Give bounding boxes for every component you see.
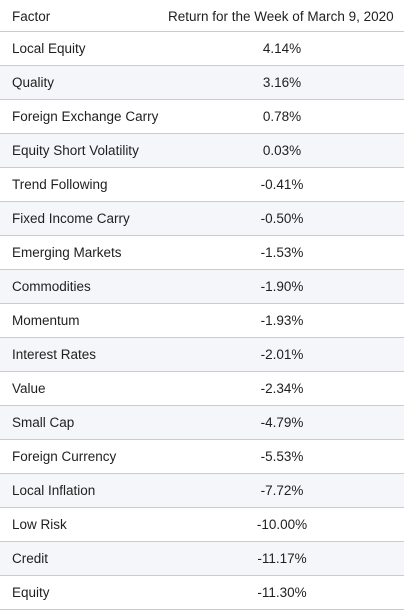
factor-cell: Local Equity [12,41,86,56]
table-header-row: Factor Return for the Week of March 9, 2… [0,0,404,32]
return-cell: -11.17% [257,551,307,566]
return-cell: -11.30% [257,585,307,600]
factor-cell: Fixed Income Carry [12,211,130,226]
return-cell: -4.79% [260,415,304,430]
return-cell: -2.01% [260,347,304,362]
header-return: Return for the Week of March 9, 2020 [168,8,394,24]
factor-cell: Value [12,381,46,396]
factor-cell: Local Inflation [12,483,96,498]
factor-cell: Equity [12,585,50,600]
table-row: Local Equity 4.14% [0,32,404,66]
return-cell: -1.53% [260,245,304,260]
return-cell: 4.14% [262,41,302,56]
factor-cell: Emerging Markets [12,245,122,260]
table-row: Momentum -1.93% [0,304,404,338]
factor-cell: Commodities [12,279,91,294]
factor-cell: Trend Following [12,177,108,192]
header-factor: Factor [12,8,51,24]
return-cell: -5.53% [260,449,304,464]
return-cell: 3.16% [262,75,302,90]
return-cell: -1.90% [260,279,304,294]
factor-cell: Momentum [12,313,80,328]
table-row: Emerging Markets -1.53% [0,236,404,270]
return-cell: -0.41% [260,177,304,192]
table-row: Local Inflation -7.72% [0,474,404,508]
factor-cell: Quality [12,75,55,90]
return-cell: -0.50% [260,211,304,226]
return-cell: 0.78% [262,109,302,124]
return-cell: -2.34% [260,381,304,396]
table-row: Commodities -1.90% [0,270,404,304]
factor-cell: Small Cap [12,415,75,430]
table-row: Fixed Income Carry -0.50% [0,202,404,236]
factor-cell: Interest Rates [12,347,97,362]
return-cell: 0.03% [262,143,302,158]
factor-cell: Equity Short Volatility [12,143,139,158]
table-row: Small Cap -4.79% [0,406,404,440]
table-row: Trend Following -0.41% [0,168,404,202]
table-row: Credit -11.17% [0,542,404,576]
table-row: Interest Rates -2.01% [0,338,404,372]
table-body: Local Equity 4.14% Quality 3.16% Foreign Exc… [0,32,404,610]
factor-cell: Low Risk [12,517,67,532]
return-cell: -1.93% [260,313,304,328]
table-row: Foreign Currency -5.53% [0,440,404,474]
table-row: Foreign Exchange Carry 0.78% [0,100,404,134]
table-row: Value -2.34% [0,372,404,406]
table-row: Low Risk -10.00% [0,508,404,542]
factor-cell: Credit [12,551,49,566]
factor-cell: Foreign Currency [12,449,117,464]
table-row: Equity Short Volatility 0.03% [0,134,404,168]
table-row: Quality 3.16% [0,66,404,100]
return-cell: -7.72% [260,483,304,498]
factor-cell: Foreign Exchange Carry [12,109,159,124]
return-cell: -10.00% [256,517,308,532]
table-row: Equity -11.30% [0,576,404,610]
